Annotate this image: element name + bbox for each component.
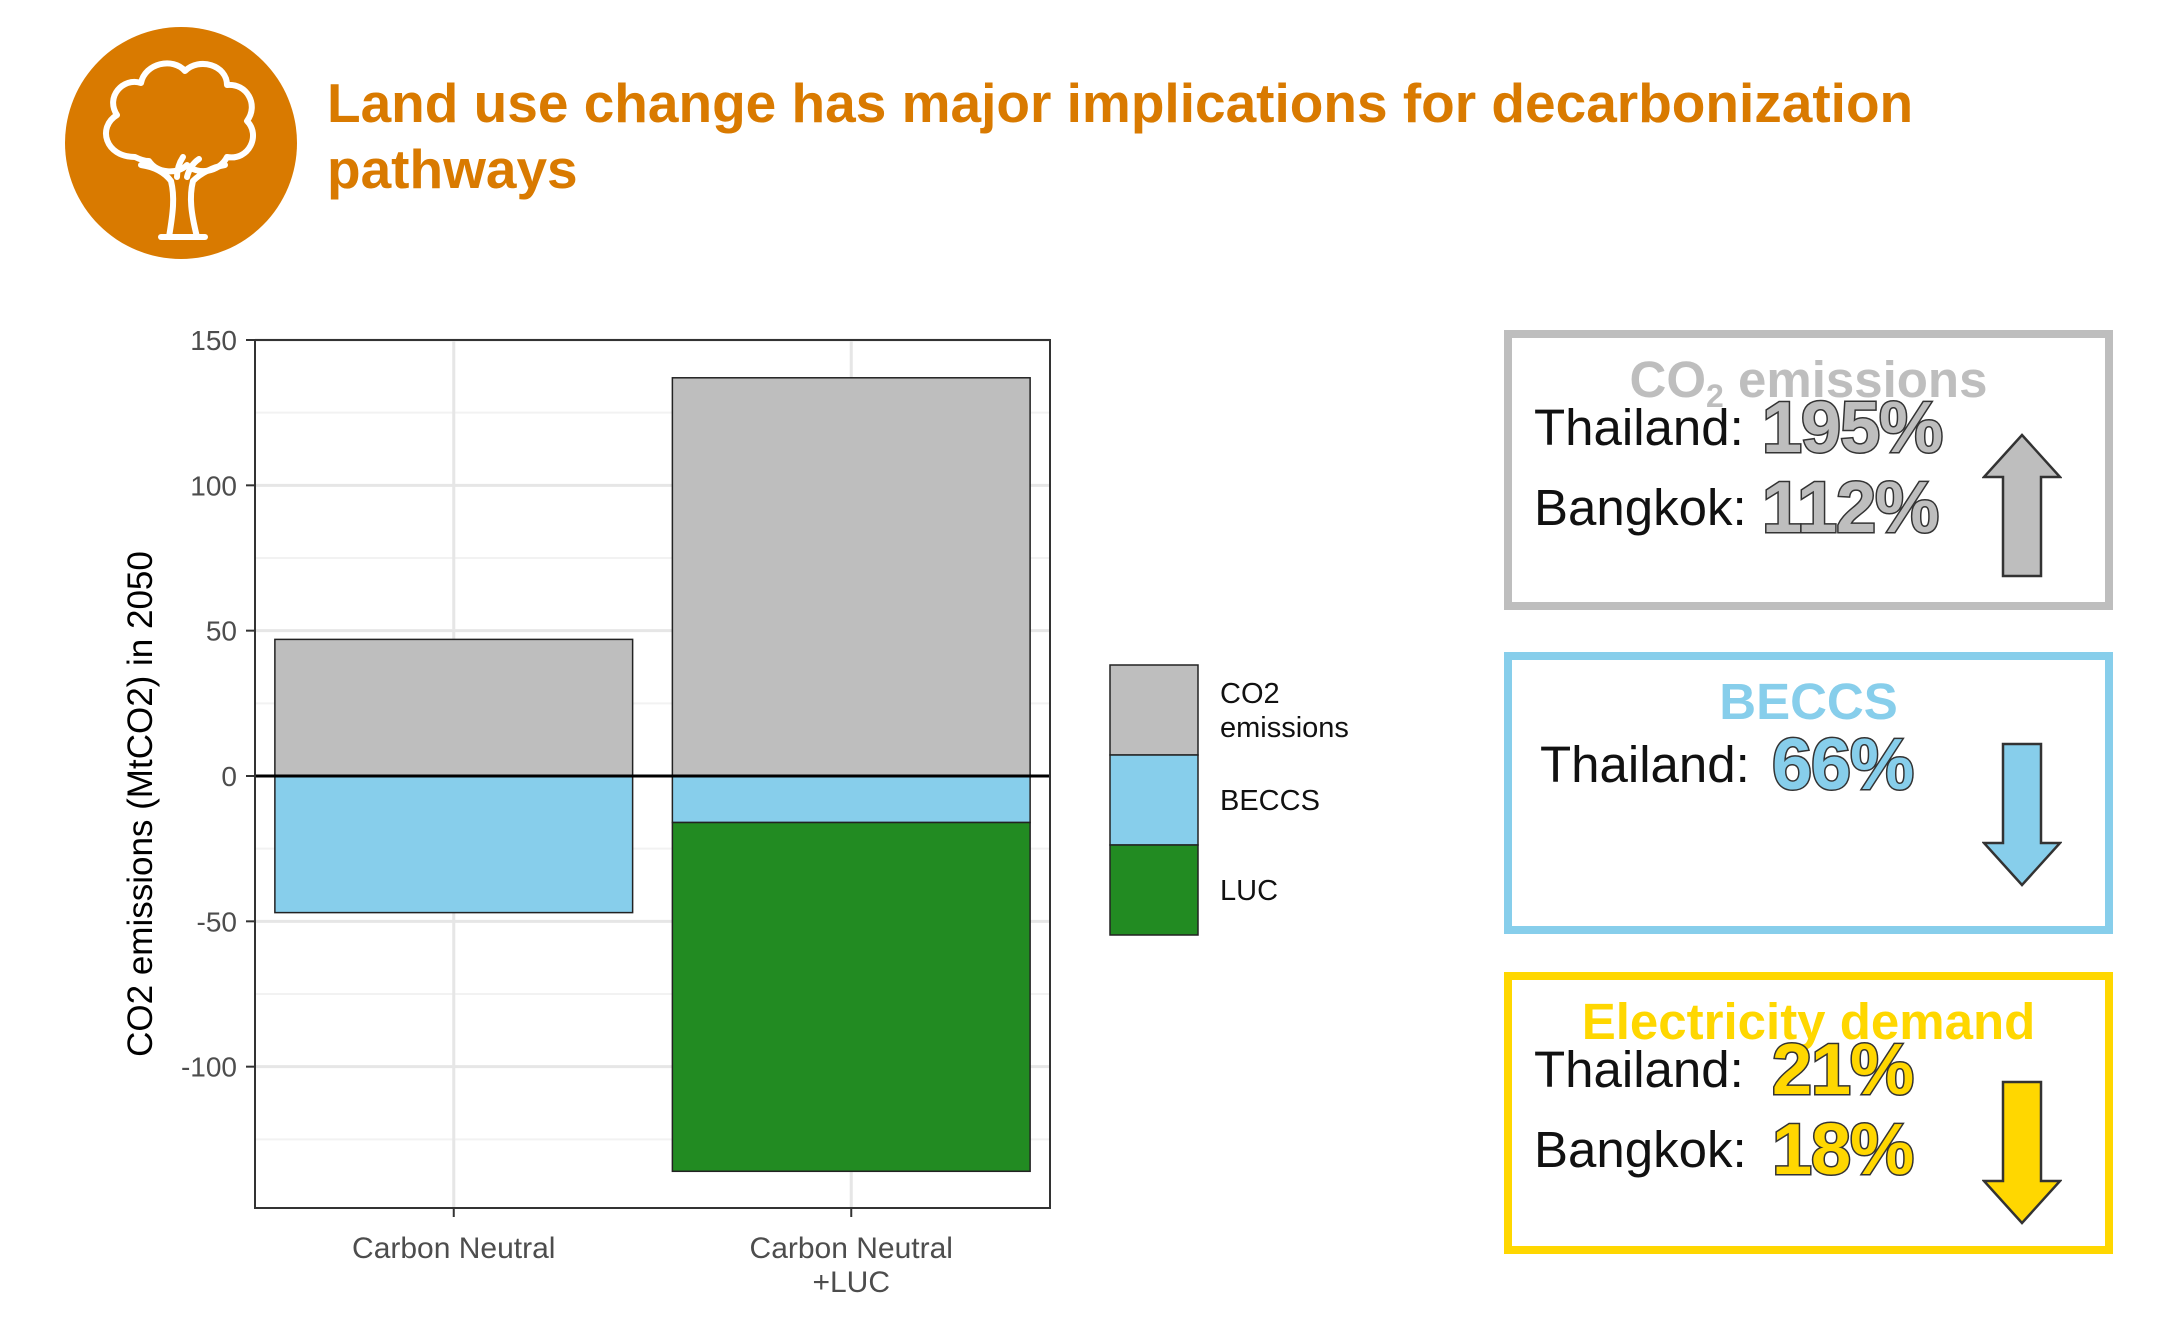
x-tick-label: +LUC [812,1266,890,1299]
x-tick-label: Carbon Neutral [750,1232,953,1265]
page-title: Land use change has major implications f… [327,72,1914,200]
bar-co2-emissions [274,638,634,777]
y-axis-label: CO2 emissions (MtCO2) in 2050 [121,551,160,1057]
summary-box: Electricity demand Thailand: 21% Bangkok: 18… [1504,972,2113,1254]
summary-box-title: BECCS [1719,673,1898,730]
summary-box: CO2 emissions Thailand: 195% Bangkok: 112% [1504,330,2113,610]
percent-change-value: 195% [1760,387,1944,470]
y-tick-label: 100 [190,470,237,501]
bar-beccs [274,775,634,914]
legend-key-co2-emissions [1109,664,1199,756]
percent-change-value: 21% [1770,1029,1915,1112]
region-label: Thailand: [1534,399,1744,456]
y-tick-label: -100 [181,1052,237,1083]
y-tick-label: -50 [197,906,237,937]
arrow-down-icon [1982,1080,2062,1225]
summary-box-title: CO2 emissions [1629,351,1988,414]
arrow-up-icon [1982,433,2062,578]
percent-change-value: 112% [1760,467,1940,550]
x-tick-label: Carbon Neutral [352,1232,555,1265]
tree-icon [65,27,297,259]
legend-label: emissions [1220,712,1349,744]
y-tick-label: 50 [206,616,237,647]
summary-box-title: Electricity demand [1581,993,2036,1050]
percent-change-value: 18% [1770,1109,1915,1192]
bar-co2-emissions [671,377,1031,777]
plot-border [254,339,1051,1209]
bar-beccs [671,775,1031,824]
legend-key-beccs [1109,754,1199,846]
legend-label: LUC [1220,875,1278,907]
percent-change-value: 66% [1770,724,1915,807]
y-tick-label: 150 [190,325,237,356]
region-label: Bangkok: [1534,479,1747,536]
legend-label: CO2 [1220,678,1280,710]
y-tick-label: 0 [221,761,237,792]
stacked-bar-chart: 150 100 50 0 -50 -100 Carbon Neutral Carbon Neu… [121,325,1349,1299]
arrow-down-icon [1982,742,2062,887]
legend-label: BECCS [1220,785,1320,817]
summary-box: BECCS Thailand: 66% [1504,652,2113,934]
region-label: Thailand: [1534,1041,1744,1098]
region-label: Thailand: [1540,736,1750,793]
bar-luc [671,821,1031,1173]
legend-key-luc [1109,844,1199,936]
region-label: Bangkok: [1534,1121,1747,1178]
